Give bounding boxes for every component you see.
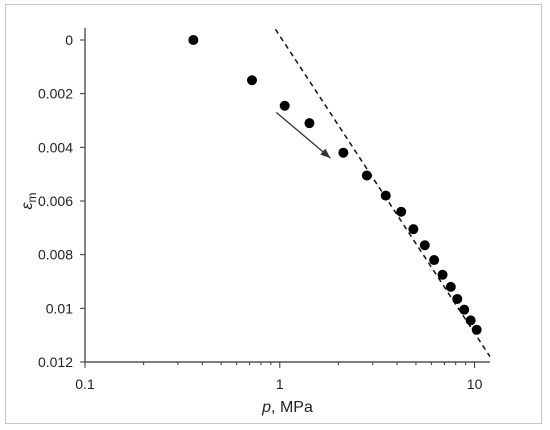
y-tick-label: 0.006 — [38, 193, 73, 209]
data-point — [279, 100, 290, 111]
data-point — [361, 170, 372, 181]
arrow-head — [320, 148, 331, 159]
chart-frame — [5, 4, 542, 424]
data-point — [396, 206, 407, 217]
y-tick-label: 0.012 — [38, 354, 73, 370]
y-tick-label: 0.01 — [46, 300, 73, 316]
data-point — [459, 304, 470, 315]
plot-marks — [188, 28, 491, 358]
data-point — [338, 147, 349, 158]
data-point — [445, 281, 456, 292]
arrow-shaft — [275, 111, 331, 159]
data-point — [429, 255, 440, 266]
data-point — [246, 75, 257, 86]
data-point — [465, 315, 476, 326]
y-axis-title: εm — [19, 192, 39, 209]
data-point — [408, 224, 419, 235]
data-point — [380, 190, 391, 201]
y-tick-label: 0.008 — [38, 247, 73, 263]
data-point — [419, 240, 430, 251]
x-tick-label: 0.1 — [75, 376, 95, 392]
y-tick-label: 0 — [65, 32, 73, 48]
axes — [80, 28, 490, 368]
x-tick-label: 10 — [467, 376, 483, 392]
data-point — [452, 293, 463, 304]
data-point — [304, 118, 315, 129]
y-tick-label: 0.004 — [38, 139, 73, 155]
y-tick-label: 0.002 — [38, 86, 73, 102]
data-point — [471, 324, 482, 335]
data-point — [188, 35, 199, 45]
x-axis-title: p, MPa — [261, 399, 313, 416]
data-point — [437, 269, 448, 280]
x-tick-label: 1 — [276, 376, 284, 392]
